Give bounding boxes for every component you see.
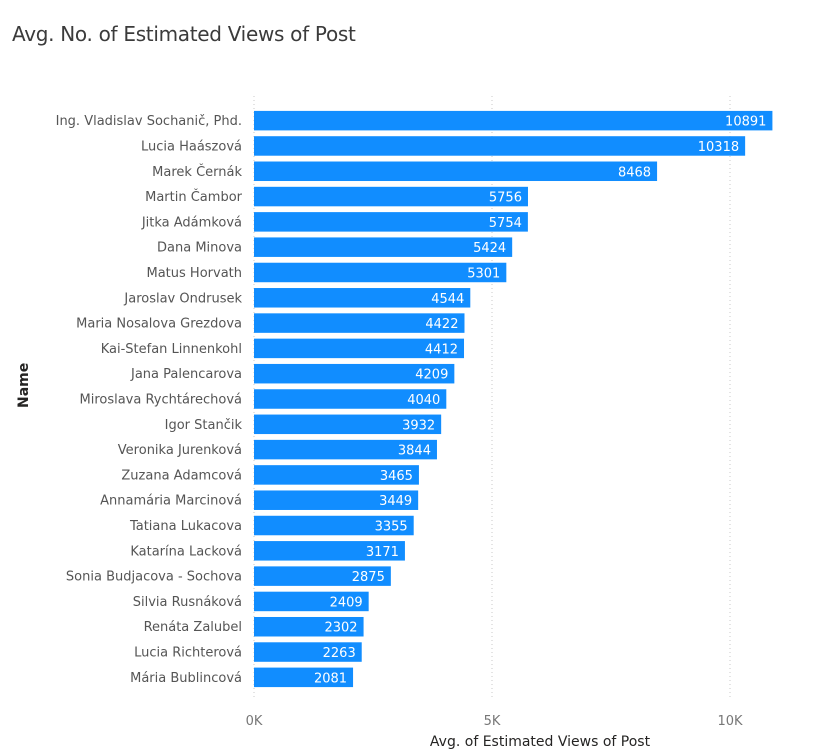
- category-label: Igor Stančik: [165, 418, 243, 433]
- category-label: Matus Horvath: [147, 266, 243, 281]
- data-label: 3171: [366, 545, 399, 560]
- bar: [254, 465, 419, 485]
- chart-title: Avg. No. of Estimated Views of Post: [12, 22, 356, 46]
- bar: [254, 515, 414, 536]
- data-label: 4209: [415, 368, 448, 383]
- category-label: Katarína Lacková: [130, 544, 242, 559]
- x-axis-label: Avg. of Estimated Views of Post: [429, 734, 651, 750]
- data-label: 10318: [698, 140, 739, 155]
- category-label: Jaroslav Ondrusek: [123, 291, 242, 306]
- data-label: 4412: [425, 342, 458, 357]
- data-label: 5424: [473, 241, 506, 256]
- bar: [254, 186, 528, 207]
- data-label: 3932: [402, 418, 435, 433]
- x-tick-label: 10K: [717, 714, 743, 729]
- data-label: 2081: [314, 671, 347, 686]
- bar: [254, 237, 513, 257]
- category-label: Maria Nosalova Grezdova: [76, 317, 242, 332]
- category-label: Dana Minova: [157, 241, 242, 256]
- data-label: 5301: [467, 266, 500, 281]
- data-label: 4422: [425, 317, 458, 332]
- data-label: 3355: [375, 520, 408, 535]
- bar: [254, 616, 364, 637]
- category-label: Lucia Haászová: [141, 139, 242, 154]
- bar: [254, 642, 362, 662]
- category-label: Sonia Budjacova - Sochova: [66, 570, 242, 585]
- bar: [254, 338, 465, 359]
- category-label: Lucia Richterová: [134, 646, 242, 661]
- category-label: Veronika Jurenková: [118, 443, 242, 458]
- data-label: 8468: [618, 165, 651, 180]
- data-label: 2875: [352, 570, 385, 585]
- bar: [254, 262, 507, 283]
- bar: [254, 161, 658, 182]
- category-label: Jana Palencarova: [130, 367, 242, 382]
- category-label: Tatiana Lukacova: [129, 519, 242, 534]
- category-label: Renáta Zalubel: [144, 620, 242, 635]
- data-label: 3449: [379, 494, 412, 509]
- category-label: Kai-Stefan Linnenkohl: [101, 342, 242, 357]
- bar: [254, 313, 465, 333]
- data-label: 2409: [330, 595, 363, 610]
- bar: [254, 591, 369, 612]
- category-label: Silvia Rusnáková: [133, 595, 242, 610]
- bar: [254, 414, 442, 435]
- category-label: Miroslava Rychtárechová: [79, 393, 242, 408]
- bar: [254, 212, 528, 232]
- bar: [254, 389, 447, 409]
- bar: [254, 439, 437, 460]
- bar: [254, 541, 405, 561]
- data-label: 3844: [398, 444, 431, 459]
- category-label: Jitka Adámková: [141, 215, 242, 230]
- x-tick-label: 5K: [484, 714, 501, 729]
- category-label: Mária Bublincová: [130, 671, 242, 686]
- bar: [254, 667, 354, 688]
- bar: [254, 136, 746, 156]
- category-label: Ing. Vladislav Sochanič, Phd.: [56, 114, 242, 129]
- data-label: 5756: [489, 191, 522, 206]
- data-label: 2302: [324, 621, 357, 636]
- data-label: 2263: [323, 646, 356, 661]
- data-label: 5754: [489, 216, 522, 231]
- x-tick-label: 0K: [246, 714, 263, 729]
- data-label: 10891: [725, 115, 766, 130]
- bar: [254, 288, 471, 308]
- category-label: Marek Černák: [152, 164, 242, 180]
- category-label: Zuzana Adamcová: [121, 468, 242, 483]
- data-label: 4040: [407, 393, 440, 408]
- bar: [254, 490, 419, 510]
- data-label: 3465: [380, 469, 413, 484]
- bar: [254, 110, 773, 131]
- bar: [254, 566, 391, 586]
- category-label: Martin Čambor: [145, 189, 243, 205]
- category-label: Annamária Marcinová: [100, 494, 242, 509]
- data-label: 4544: [431, 292, 464, 307]
- bar: [254, 363, 455, 384]
